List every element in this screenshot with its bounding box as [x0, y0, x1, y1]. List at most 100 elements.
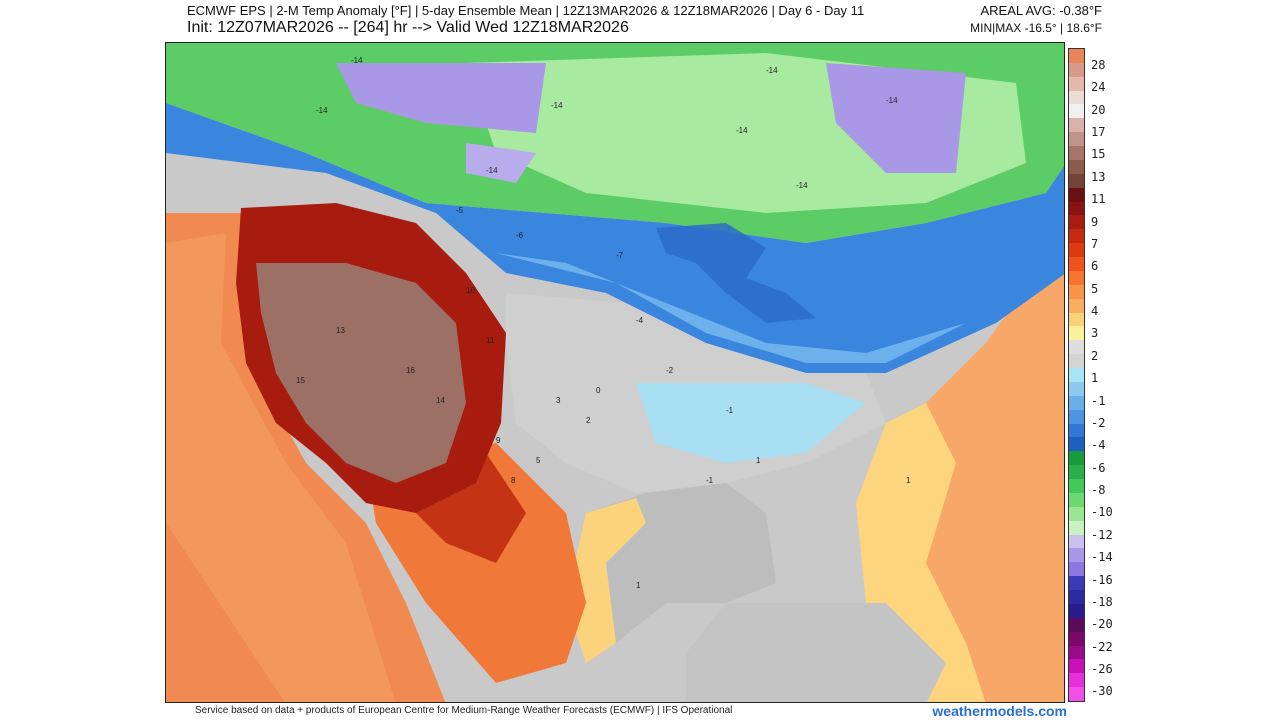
colorbar-swatch: [1069, 673, 1084, 688]
contour-label: -14: [486, 166, 498, 175]
contour-label: -14: [351, 56, 363, 65]
colorbar-swatch: [1069, 659, 1084, 674]
map-canvas: -14 -14 -14 -14 -14 -14 -14 -14 -5 -6 -7 -4 -2 -1 0 1 -1…: [166, 43, 1064, 702]
contour-label: 9: [496, 436, 501, 445]
colorbar-label: -6: [1091, 460, 1106, 475]
brand-link[interactable]: weathermodels.com: [932, 703, 1067, 719]
contour-labels: -14 -14 -14 -14 -14 -14 -14 -14 -5 -6 -7 -4 -2 -1 0 1 -1…: [296, 56, 911, 590]
colorbar-swatch: [1069, 576, 1084, 591]
contour-label: 5: [536, 456, 541, 465]
contour-label: -7: [616, 251, 624, 260]
colorbar-swatch: [1069, 257, 1084, 272]
colorbar-swatch: [1069, 173, 1084, 189]
colorbar: [1068, 48, 1085, 702]
temperature-anomaly-map: -14 -14 -14 -14 -14 -14 -14 -14 -5 -6 -7 -4 -2 -1 0 1 -1…: [165, 42, 1065, 703]
areal-average: AREAL AVG: -0.38°F: [980, 3, 1102, 18]
contour-label: 10: [466, 286, 475, 295]
colorbar-label: -16: [1091, 572, 1113, 587]
colorbar-swatch: [1069, 243, 1084, 258]
colorbar-swatch: [1069, 132, 1084, 147]
colorbar-label: 17: [1091, 125, 1106, 140]
contour-label: -6: [516, 231, 524, 240]
pacific-ocean-warm: [166, 233, 396, 702]
contour-label: 1: [906, 476, 911, 485]
colorbar-swatch: [1069, 62, 1084, 78]
contour-label: -14: [766, 66, 778, 75]
map-subtitle: Init: 12Z07MAR2026 -- [264] hr --> Valid…: [187, 19, 629, 36]
canada-purple-2: [826, 63, 966, 173]
colorbar-swatch: [1069, 90, 1084, 105]
colorbar-label: -26: [1091, 661, 1113, 676]
colorbar-swatch: [1069, 631, 1084, 646]
contour-label: -14: [316, 106, 328, 115]
colorbar-swatch: [1069, 201, 1084, 216]
colorbar-swatch: [1069, 270, 1084, 286]
colorbar-label: -10: [1091, 505, 1113, 520]
min-max-values: MIN|MAX -16.5° | 18.6°F: [970, 21, 1102, 35]
colorbar-label: 1: [1091, 371, 1099, 386]
contour-label: 2: [586, 416, 591, 425]
contour-label: 14: [436, 396, 445, 405]
contour-label: -14: [886, 96, 898, 105]
colorbar-swatch: [1069, 687, 1084, 702]
map-title: ECMWF EPS | 2-M Temp Anomaly [°F] | 5-da…: [187, 3, 865, 18]
colorbar-label: 28: [1091, 58, 1106, 72]
contour-label: 8: [511, 476, 516, 485]
colorbar-swatch: [1069, 395, 1084, 411]
colorbar-swatch: [1069, 187, 1084, 203]
colorbar-swatch: [1069, 548, 1084, 563]
colorbar-label: -30: [1091, 684, 1113, 699]
colorbar-swatch: [1069, 437, 1084, 452]
colorbar-swatch: [1069, 146, 1084, 161]
colorbar-label: -22: [1091, 639, 1113, 654]
contour-label: -2: [666, 366, 674, 375]
colorbar-swatch: [1069, 354, 1084, 369]
colorbar-label: 9: [1091, 214, 1099, 229]
contour-label: -1: [706, 476, 714, 485]
colorbar-swatch: [1069, 49, 1084, 64]
colorbar-label: 7: [1091, 236, 1099, 251]
colorbar-swatch: [1069, 603, 1084, 619]
colorbar-swatch: [1069, 229, 1084, 244]
caribbean: [686, 603, 946, 702]
colorbar-label: 3: [1091, 326, 1099, 341]
colorbar-swatch: [1069, 409, 1084, 425]
northern-cold-band-light: [496, 253, 966, 363]
contour-label: 15: [296, 376, 305, 385]
northern-cold-band: [166, 103, 1064, 373]
colorbar-swatch: [1069, 520, 1084, 536]
colorbar-swatch: [1069, 479, 1084, 494]
canada-purple-1: [336, 63, 546, 133]
colorbar-label: -20: [1091, 617, 1113, 632]
contour-label: -4: [636, 316, 644, 325]
colorbar-label: -12: [1091, 527, 1113, 542]
colorbar-label: -14: [1091, 550, 1113, 565]
contour-label: -5: [456, 206, 464, 215]
colorbar-label: -18: [1091, 594, 1113, 609]
colorbar-label: 6: [1091, 259, 1099, 274]
colorbar-swatch: [1069, 340, 1084, 355]
colorbar-swatch: [1069, 284, 1084, 300]
contour-label: -14: [551, 101, 563, 110]
contour-label: 16: [406, 366, 415, 375]
contour-label: 11: [486, 336, 495, 345]
colorbar-label: 2: [1091, 348, 1099, 363]
contour-label: -14: [796, 181, 808, 190]
colorbar-label: 13: [1091, 169, 1106, 184]
colorbar-swatch: [1069, 645, 1084, 660]
colorbar-swatch: [1069, 76, 1084, 92]
colorbar-swatch: [1069, 534, 1084, 549]
colorbar-label: 15: [1091, 147, 1106, 162]
colorbar-label: 11: [1091, 192, 1106, 207]
colorbar-swatch: [1069, 590, 1084, 605]
colorbar-label: 24: [1091, 80, 1106, 95]
colorbar-label: -4: [1091, 438, 1106, 453]
colorbar-swatch: [1069, 492, 1084, 508]
colorbar-swatch: [1069, 381, 1084, 397]
southeast-light-blue: [636, 383, 866, 463]
colorbar-swatch: [1069, 104, 1084, 119]
colorbar-swatch: [1069, 451, 1084, 466]
colorbar-swatch: [1069, 118, 1084, 133]
colorbar-label: 20: [1091, 102, 1106, 117]
colorbar-swatch: [1069, 465, 1084, 480]
